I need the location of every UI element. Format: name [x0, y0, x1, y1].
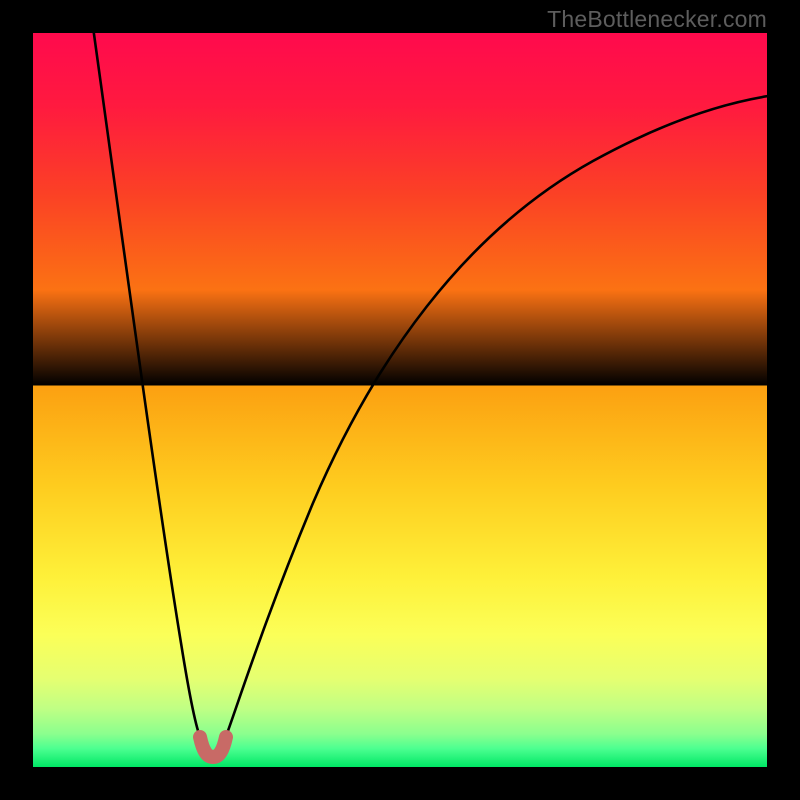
curve-right-branch	[225, 95, 767, 739]
bottleneck-curve	[33, 33, 767, 767]
curve-dip	[200, 737, 226, 757]
curve-left-branch	[93, 33, 201, 739]
watermark-text: TheBottlenecker.com	[547, 6, 767, 33]
plot-area	[33, 33, 767, 767]
